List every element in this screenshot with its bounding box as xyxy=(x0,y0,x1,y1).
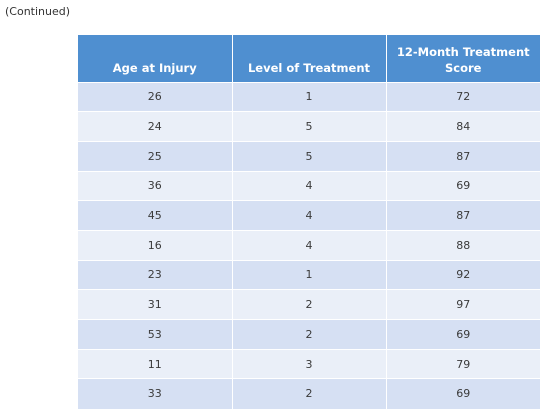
table-row: 11 3 79 xyxy=(78,348,540,379)
column-header-treatment-score: 12-Month Treatment Score xyxy=(386,35,540,82)
table-row: 23 1 92 xyxy=(78,259,540,290)
cell-level: 2 xyxy=(232,289,387,320)
cell-level: 4 xyxy=(232,200,387,231)
cell-score: 69 xyxy=(386,170,540,201)
table-row: 31 2 97 xyxy=(78,289,540,320)
cell-level: 1 xyxy=(232,81,387,112)
continued-label: (Continued) xyxy=(5,5,71,18)
cell-score: 72 xyxy=(386,81,540,112)
cell-age: 31 xyxy=(78,289,233,320)
cell-level: 2 xyxy=(232,378,387,409)
cell-score: 69 xyxy=(386,378,540,409)
cell-level: 2 xyxy=(232,319,387,350)
cell-level: 4 xyxy=(232,229,387,261)
cell-score: 87 xyxy=(386,200,540,231)
cell-score: 79 xyxy=(386,348,540,379)
column-header-level-of-treatment: Level of Treatment xyxy=(232,35,387,82)
cell-age: 23 xyxy=(78,259,233,290)
column-header-age-at-injury: Age at Injury xyxy=(78,35,233,82)
cell-score: 69 xyxy=(386,319,540,350)
cell-age: 11 xyxy=(78,348,233,379)
cell-age: 26 xyxy=(78,81,233,112)
header-row: Age at Injury Level of Treatment 12-Mont… xyxy=(78,35,540,82)
cell-level: 5 xyxy=(232,111,387,142)
table-row: 24 5 84 xyxy=(78,111,540,142)
cell-level: 3 xyxy=(232,348,387,379)
cell-age: 45 xyxy=(78,200,233,231)
cell-age: 53 xyxy=(78,319,233,350)
cell-score: 92 xyxy=(386,259,540,290)
cell-score: 97 xyxy=(386,289,540,320)
table-header: Age at Injury Level of Treatment 12-Mont… xyxy=(78,35,540,82)
cell-score: 84 xyxy=(386,111,540,142)
table-row: 53 2 69 xyxy=(78,319,540,350)
cell-score: 87 xyxy=(386,140,540,172)
table-row: 33 2 69 xyxy=(78,378,540,409)
data-table: Age at Injury Level of Treatment 12-Mont… xyxy=(78,35,540,409)
table-row: 45 4 87 xyxy=(78,200,540,231)
table-row: 25 5 87 xyxy=(78,140,540,172)
table-row: 36 4 69 xyxy=(78,170,540,201)
table-row: 26 1 72 xyxy=(78,81,540,112)
cell-level: 5 xyxy=(232,140,387,172)
table-row: 16 4 88 xyxy=(78,229,540,261)
cell-level: 4 xyxy=(232,170,387,201)
cell-age: 33 xyxy=(78,378,233,409)
cell-level: 1 xyxy=(232,259,387,290)
cell-age: 36 xyxy=(78,170,233,201)
table-body: 26 1 72 24 5 84 25 5 87 36 4 69 45 4 87 … xyxy=(78,81,540,409)
cell-score: 88 xyxy=(386,229,540,261)
cell-age: 16 xyxy=(78,229,233,261)
cell-age: 24 xyxy=(78,111,233,142)
cell-age: 25 xyxy=(78,140,233,172)
